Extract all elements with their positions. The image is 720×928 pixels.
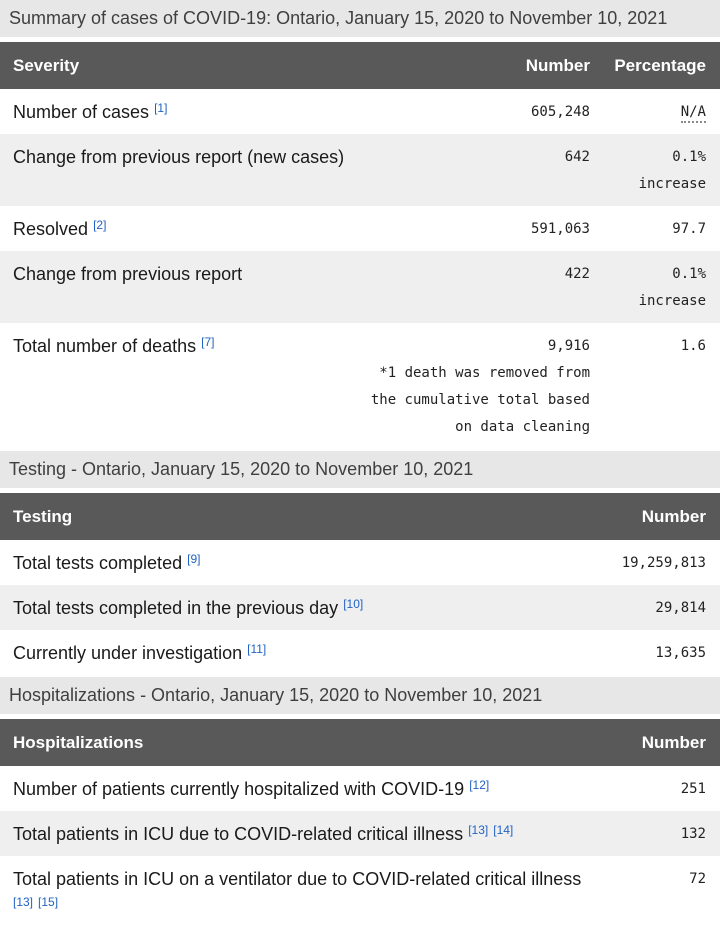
number-note: *1 death was removed from the cumulative… [370,365,590,435]
footnote-ref: [13] [13,895,33,909]
percentage-value: 0.1% increase [638,149,706,192]
row-label: Total tests completed in the previous da… [13,597,364,618]
column-header: Testing [0,493,606,540]
row-label: Number of cases [1] [13,101,168,122]
footnote-ref: [11] [247,642,266,656]
percentage-value: 1.6 [680,338,706,354]
percentage-value: 97.7 [672,221,706,237]
column-header: Number [606,493,720,540]
footnote-ref-link[interactable]: [9] [187,552,201,566]
table-caption: Hospitalizations - Ontario, January 15, … [0,677,720,714]
footnote-ref-link[interactable]: [10] [343,597,364,611]
number-value: 251 [680,781,706,797]
row-label: Currently under investigation [11] [13,642,267,663]
table-row: Total number of deaths [7] 9,916 *1 death … [0,323,720,449]
row-label: Total patients in ICU on a ventilator du… [13,869,582,909]
footnote-ref: [12] [469,778,489,792]
footnote-ref-link[interactable]: [13] [13,895,34,909]
percentage-value: N/A [604,89,720,134]
footnote-ref: [2] [93,218,106,232]
column-header: Severity [0,42,360,89]
row-label: Resolved [2] [13,218,107,239]
number-value: 9,916 *1 death was removed from the cumul… [360,323,604,449]
table-row: Change from previous report (new cases) 6… [0,134,720,206]
testing-section: Testing - Ontario, January 15, 2020 to N… [0,451,720,675]
number-value: 422 [564,266,590,282]
table-row: Number of cases [1] 605,248 N/A [0,89,720,134]
hospitalizations-section: Hospitalizations - Ontario, January 15, … [0,677,720,928]
footnote-ref-link[interactable]: [2] [93,218,107,232]
row-label: Total tests completed [9] [13,552,201,573]
table-caption: Testing - Ontario, January 15, 2020 to N… [0,451,720,488]
table-row: Number of patients currently hospitalize… [0,766,720,811]
header-row: Testing Number [0,493,720,540]
hospitalizations-table: Hospitalizations Number Number of patient… [0,719,720,928]
row-label: Number of patients currently hospitalize… [13,778,490,799]
footnote-ref-link[interactable]: [11] [247,642,267,656]
number-value: 13,635 [655,645,706,661]
table-row: Total patients in ICU due to COVID-relat… [0,811,720,856]
table-row: Total tests completed in the previous da… [0,585,720,630]
number-value: 19,259,813 [621,555,706,571]
footnote-ref: [13] [468,823,488,837]
table-row: Total patients in ICU on a ventilator du… [0,856,720,928]
table-row: Total tests completed [9] 19,259,813 [0,540,720,585]
table-caption: Summary of cases of COVID-19: Ontario, J… [0,0,720,37]
footnote-ref-link[interactable]: [14] [493,823,514,837]
footnote-ref-link[interactable]: [1] [154,101,168,115]
table-row: Currently under investigation [11] 13,635 [0,630,720,675]
footnote-ref: [9] [187,552,200,566]
na-abbreviation: N/A [680,104,706,123]
testing-table: Testing Number Total tests completed [9] 1… [0,493,720,675]
column-header: Number [360,42,604,89]
footnote-ref: [15] [38,895,58,909]
row-label: Total number of deaths [7] [13,335,215,356]
header-row: Severity Number Percentage [0,42,720,89]
row-label: Change from previous report (new cases) [13,147,345,167]
number-value: 605,248 [530,104,590,120]
header-row: Hospitalizations Number [0,719,720,766]
row-label: Change from previous report [13,264,243,284]
footnote-ref: [10] [343,597,363,611]
footnote-ref-link[interactable]: [13] [468,823,489,837]
table-row: Resolved [2] 591,063 97.7 [0,206,720,251]
footnote-ref: [7] [201,335,214,349]
summary-cases-section: Summary of cases of COVID-19: Ontario, J… [0,0,720,449]
number-value: 72 [689,871,706,887]
number-value: 591,063 [530,221,590,237]
footnote-ref: [1] [154,101,167,115]
footnote-ref-link[interactable]: [12] [469,778,490,792]
column-header: Hospitalizations [0,719,606,766]
row-label: Total patients in ICU due to COVID-relat… [13,823,514,844]
footnote-ref: [14] [493,823,513,837]
summary-cases-table: Severity Number Percentage Number of cases… [0,42,720,449]
number-value: 132 [680,826,706,842]
column-header: Percentage [604,42,720,89]
column-header: Number [606,719,720,766]
table-row: Change from previous report 422 0.1% incre… [0,251,720,323]
number-value: 642 [564,149,590,165]
percentage-value: 0.1% increase [638,266,706,309]
number-value: 29,814 [655,600,706,616]
footnote-ref-link[interactable]: [15] [38,895,59,909]
footnote-ref-link[interactable]: [7] [201,335,215,349]
